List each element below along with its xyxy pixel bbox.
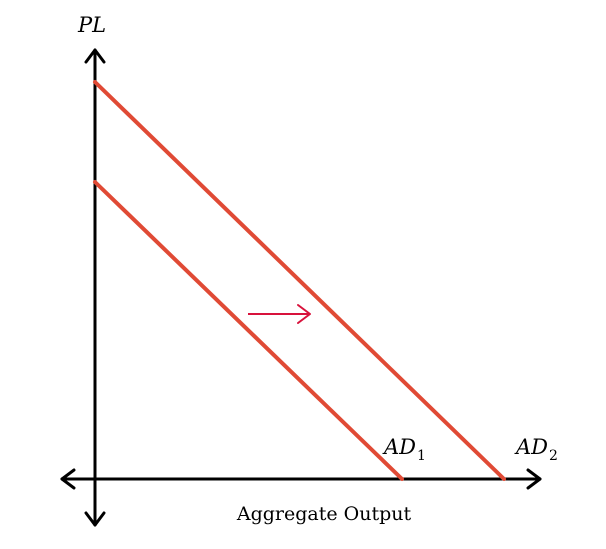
ad2-curve: [93, 80, 506, 481]
ad1-label: AD1: [382, 435, 426, 464]
ad2-label: AD2: [514, 435, 558, 464]
x-axis-right-arrowhead: [526, 468, 542, 490]
y-axis-label: PL: [77, 13, 106, 37]
x-axis-label: Aggregate Output: [236, 503, 412, 525]
y-axis-down-arrowhead: [84, 511, 106, 527]
shift-right-arrow: [248, 304, 311, 324]
x-axis-left-arrowhead: [60, 468, 76, 490]
y-axis-up-arrowhead: [84, 48, 106, 64]
ad1-curve: [93, 180, 404, 481]
